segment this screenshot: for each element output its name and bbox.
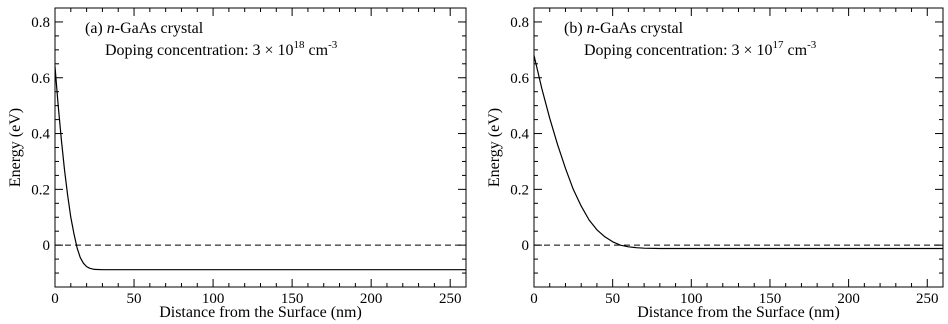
x-axis-title: Distance from the Surface (nm): [637, 304, 840, 321]
y-tick-label: 0.4: [510, 127, 529, 143]
y-axis-title: Energy (eV): [486, 108, 503, 187]
material-name: -GaAs crystal: [595, 20, 684, 37]
panel-annotation-title: (a) n-GaAs crystal: [85, 20, 204, 37]
x-tick-label: 250: [439, 291, 462, 307]
y-tick-label: 0.6: [510, 71, 529, 87]
material-italic: n: [587, 20, 595, 37]
x-tick-label: 50: [605, 291, 620, 307]
doping-unit: cm: [305, 42, 329, 59]
x-tick-label: 150: [759, 291, 782, 307]
x-tick-label: 100: [680, 291, 703, 307]
doping-exponent: 18: [294, 39, 306, 51]
doping-unit: cm: [784, 42, 808, 59]
material-name: -GaAs crystal: [115, 20, 204, 37]
y-tick-label: 0: [522, 238, 530, 254]
y-tick-label: 0.4: [31, 127, 50, 143]
doping-label: Doping concentration: 3 × 10: [584, 42, 773, 59]
x-tick-label: 0: [51, 291, 59, 307]
y-tick-label: 0.2: [510, 182, 529, 198]
panel-label: (b): [564, 20, 587, 37]
panel-annotation-title: (b) n-GaAs crystal: [564, 20, 684, 37]
y-axis-title: Energy (eV): [7, 108, 24, 187]
doping-annotation: Doping concentration: 3 × 1018 cm-3: [105, 39, 338, 59]
band-energy-curve: [533, 55, 943, 250]
panel-a: 0 50 100 150 200 250 0 0.2 0.4 0.6 0.8 Distance fro…: [7, 7, 467, 321]
material-italic: n: [107, 20, 115, 37]
doping-exponent: 17: [773, 39, 785, 51]
x-tick-label: 200: [837, 291, 860, 307]
x-tick-label: 200: [360, 291, 383, 307]
panel-b: 0 50 100 150 200 250 0 0.2 0.4 0.6 0.8 Distance fro…: [486, 7, 944, 321]
doping-unit-exponent: -3: [807, 39, 817, 51]
y-tick-label: 0.6: [31, 71, 50, 87]
y-tick-label: 0.8: [510, 15, 529, 31]
doping-label: Doping concentration: 3 × 10: [105, 42, 294, 59]
y-tick-label: 0: [43, 238, 51, 254]
x-axis-title: Distance from the Surface (nm): [159, 304, 362, 321]
doping-annotation: Doping concentration: 3 × 1017 cm-3: [584, 39, 817, 59]
y-tick-label: 0.8: [31, 15, 50, 31]
panel-label: (a): [85, 20, 107, 37]
x-tick-label: 100: [202, 291, 225, 307]
x-tick-label: 0: [530, 291, 538, 307]
x-tick-label: 250: [916, 291, 939, 307]
band-energy-curve: [54, 66, 466, 271]
y-tick-label: 0.2: [31, 182, 50, 198]
doping-unit-exponent: -3: [328, 39, 338, 51]
x-tick-label: 50: [127, 291, 142, 307]
x-tick-label: 150: [281, 291, 304, 307]
